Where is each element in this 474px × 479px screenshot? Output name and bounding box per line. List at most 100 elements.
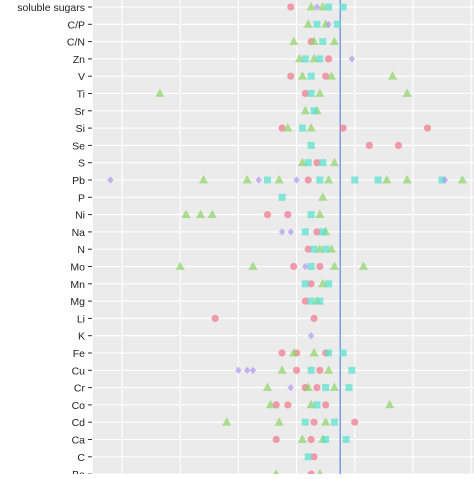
data-point-square: [348, 366, 356, 374]
data-point-triangle: [297, 434, 308, 443]
data-point-triangle: [242, 175, 252, 184]
data-point-diamond: [287, 228, 294, 236]
data-point-square: [298, 124, 306, 132]
data-point-triangle: [306, 2, 316, 11]
data-point-diamond: [107, 176, 114, 184]
data-point-circle: [301, 89, 309, 98]
data-point-circle: [287, 3, 295, 11]
data-point-square: [313, 20, 321, 28]
data-point-circle: [313, 228, 321, 236]
data-point-triangle: [382, 175, 392, 184]
data-point-diamond: [293, 176, 300, 184]
data-point-square: [307, 90, 315, 97]
data-point-square: [333, 20, 341, 28]
data-point-square: [307, 297, 315, 305]
data-point-square: [301, 55, 309, 63]
data-point-square: [307, 141, 315, 149]
y-tick-label: Na: [72, 227, 86, 239]
y-tick-label: Sr: [75, 106, 86, 118]
data-point-triangle: [262, 382, 273, 391]
data-point-circle: [301, 297, 309, 305]
data-point-diamond: [325, 20, 332, 28]
data-point-triangle: [309, 348, 319, 357]
data-point-triangle: [402, 175, 412, 184]
data-point-circle: [423, 124, 432, 132]
data-point-circle: [278, 349, 286, 357]
data-point-triangle: [323, 365, 334, 374]
data-point-square: [325, 3, 333, 11]
y-tick-label: K: [78, 331, 85, 343]
y-tick-label: Si: [76, 123, 85, 135]
data-point-diamond: [441, 176, 449, 184]
y-tick-label: Pb: [72, 175, 85, 187]
data-point-square: [301, 280, 309, 288]
data-point-triangle: [318, 192, 328, 201]
data-point-square: [319, 228, 327, 236]
y-tick-label: Mo: [70, 262, 85, 274]
data-point-square: [316, 176, 324, 184]
data-point-triangle: [297, 157, 308, 167]
data-point-circle: [322, 401, 330, 409]
data-point-triangle: [289, 348, 299, 357]
data-point-triangle: [321, 417, 331, 426]
data-points: [107, 2, 467, 478]
y-tick-label: Cd: [72, 417, 86, 429]
data-point-square: [301, 418, 309, 426]
data-point-triangle: [309, 36, 319, 45]
data-point-triangle: [274, 175, 284, 184]
y-tick-label: Li: [77, 313, 85, 325]
data-point-square: [374, 176, 382, 184]
data-point-triangle: [289, 36, 299, 45]
data-point-square: [310, 107, 318, 115]
data-point-circle: [307, 280, 315, 288]
series-square: [264, 3, 446, 461]
data-point-circle: [284, 401, 292, 409]
y-tick-label: Ba: [72, 469, 85, 474]
data-point-square: [342, 436, 350, 443]
data-point-triangle: [306, 123, 316, 132]
data-point-square: [330, 418, 338, 426]
y-tick-label: Mn: [70, 279, 85, 291]
data-point-triangle: [155, 88, 165, 97]
data-point-triangle: [402, 88, 412, 97]
data-point-square: [325, 349, 333, 357]
data-point-square: [313, 401, 321, 409]
data-point-triangle: [309, 53, 319, 63]
y-tick-label: C: [77, 452, 85, 464]
data-point-diamond: [255, 176, 262, 184]
y-tick-label: soluble sugars: [17, 2, 85, 14]
data-point-square: [307, 366, 315, 374]
data-point-circle: [304, 245, 312, 253]
data-point-square: [322, 384, 330, 392]
data-point-triangle: [274, 417, 284, 426]
data-point-circle: [351, 418, 359, 426]
series-triangle: [155, 2, 467, 478]
data-point-circle: [307, 435, 315, 444]
data-point-square: [307, 211, 315, 219]
data-point-square: [264, 176, 272, 184]
data-point-circle: [316, 366, 324, 374]
y-tick-label: N: [77, 244, 85, 256]
data-point-circle: [211, 314, 219, 322]
data-point-square: [301, 228, 309, 236]
data-point-square: [307, 72, 315, 80]
data-point-triangle: [222, 417, 232, 426]
data-point-square: [307, 263, 315, 270]
data-point-triangle: [306, 399, 316, 409]
data-point-circle: [324, 55, 333, 63]
data-point-triangle: [297, 71, 308, 80]
data-point-circle: [292, 366, 301, 374]
y-tick-label: S: [78, 158, 85, 170]
data-point-triangle: [326, 244, 337, 253]
y-axis-labels: soluble sugars C/P C/N Zn V Ti Sr Si Se S Pb P Ni Na N…: [17, 2, 92, 479]
data-point-square: [278, 193, 286, 201]
data-point-diamond: [243, 366, 251, 374]
data-point-diamond: [313, 3, 321, 11]
data-point-circle: [313, 384, 321, 392]
data-point-circle: [272, 401, 280, 409]
series-diamond: [107, 3, 449, 392]
data-point-triangle: [387, 71, 398, 80]
data-point-square: [322, 436, 330, 443]
